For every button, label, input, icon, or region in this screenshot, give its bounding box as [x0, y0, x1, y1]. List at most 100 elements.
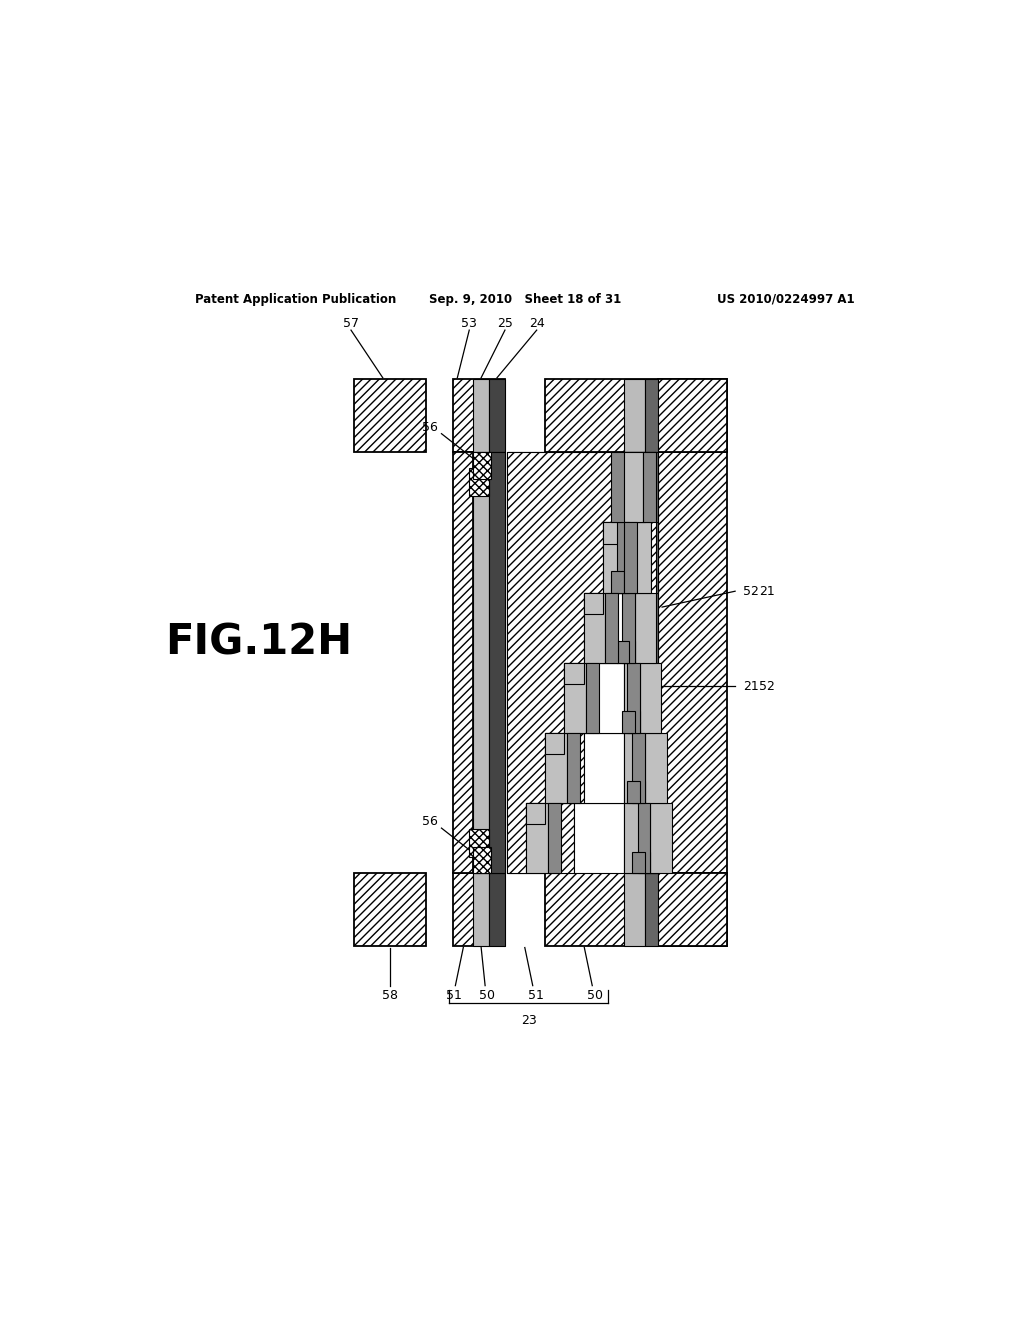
Bar	[507, 453, 622, 523]
Bar	[354, 873, 426, 946]
Bar	[507, 593, 602, 663]
Polygon shape	[507, 453, 622, 873]
Bar	[633, 851, 645, 873]
Text: 52: 52	[759, 680, 775, 693]
Bar	[624, 733, 645, 803]
Bar	[567, 733, 580, 803]
Bar	[640, 663, 662, 733]
Bar	[602, 593, 624, 663]
Text: Patent Application Publication: Patent Application Publication	[196, 293, 396, 306]
Bar	[627, 781, 640, 803]
Bar	[622, 711, 635, 733]
Text: 51: 51	[528, 989, 544, 1002]
Bar	[507, 803, 574, 873]
Bar	[638, 803, 650, 873]
Bar	[624, 663, 645, 733]
Bar	[624, 803, 645, 873]
Text: 25: 25	[497, 317, 513, 330]
Bar	[645, 593, 658, 663]
Text: 53: 53	[461, 317, 477, 330]
Bar	[611, 572, 624, 593]
Bar	[526, 803, 548, 873]
Bar	[624, 572, 630, 593]
Bar	[473, 453, 490, 479]
Bar	[643, 453, 655, 523]
Bar	[624, 453, 645, 523]
Bar	[616, 642, 630, 663]
Text: 57: 57	[343, 317, 359, 330]
Bar	[489, 873, 505, 946]
Bar	[645, 453, 658, 523]
Bar	[645, 803, 658, 873]
Bar	[624, 873, 645, 946]
Bar	[507, 523, 612, 593]
Bar	[635, 711, 640, 733]
Bar	[584, 593, 602, 614]
Text: 58: 58	[382, 989, 398, 1002]
Bar	[548, 803, 560, 873]
Bar	[630, 523, 650, 593]
Bar	[574, 803, 624, 873]
Bar	[584, 593, 605, 663]
Bar	[507, 733, 584, 803]
Bar	[506, 453, 657, 873]
Bar	[473, 846, 490, 873]
Text: 51: 51	[445, 989, 462, 1002]
Text: 21: 21	[743, 680, 759, 693]
Bar	[645, 523, 658, 593]
Bar	[658, 453, 727, 873]
Bar	[645, 379, 658, 453]
Bar	[658, 873, 727, 946]
Bar	[611, 453, 624, 523]
Text: FIG.12H: FIG.12H	[166, 622, 352, 664]
Text: 56: 56	[422, 816, 437, 828]
Text: 50: 50	[478, 989, 495, 1002]
Bar	[645, 663, 658, 733]
Text: Sep. 9, 2010   Sheet 18 of 31: Sep. 9, 2010 Sheet 18 of 31	[429, 293, 621, 306]
Bar	[640, 781, 645, 803]
Text: 24: 24	[528, 317, 545, 330]
Bar	[624, 523, 637, 593]
Bar	[633, 733, 645, 803]
Text: 23: 23	[521, 1014, 537, 1027]
Bar	[622, 593, 635, 663]
Text: 56: 56	[422, 421, 437, 434]
Bar	[564, 663, 586, 733]
Bar	[354, 379, 426, 453]
Bar	[546, 733, 567, 803]
Bar	[624, 523, 645, 593]
Bar	[489, 379, 505, 453]
Bar	[473, 453, 489, 873]
Bar	[454, 379, 505, 453]
Bar	[612, 523, 624, 593]
Bar	[624, 593, 645, 663]
Text: 52: 52	[743, 585, 759, 598]
Bar	[546, 733, 564, 754]
Bar	[584, 733, 624, 803]
Bar	[593, 663, 624, 733]
Bar	[469, 469, 489, 496]
Bar	[624, 453, 645, 523]
Bar	[564, 663, 584, 684]
Bar	[507, 663, 593, 733]
Bar	[635, 593, 656, 663]
Bar	[645, 851, 650, 873]
Bar	[489, 453, 505, 873]
Bar	[526, 803, 546, 824]
Bar	[616, 523, 630, 593]
Bar	[658, 379, 727, 453]
Text: 21: 21	[759, 585, 775, 598]
Bar	[624, 379, 645, 453]
Bar	[622, 453, 643, 523]
Bar	[473, 873, 489, 946]
Bar	[545, 873, 727, 946]
Bar	[602, 523, 624, 593]
Polygon shape	[624, 453, 655, 873]
Bar	[469, 829, 489, 857]
Bar	[454, 873, 505, 946]
Bar	[627, 663, 640, 733]
Bar	[645, 733, 658, 803]
Bar	[602, 523, 622, 544]
Bar	[624, 453, 645, 873]
Bar	[645, 453, 658, 873]
